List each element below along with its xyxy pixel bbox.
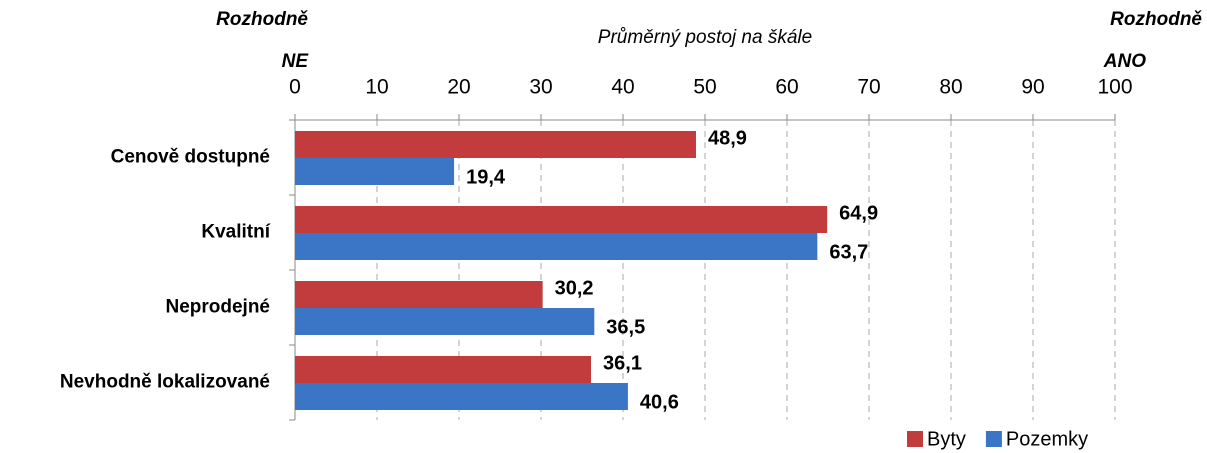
category-label: Nevhodně lokalizované xyxy=(60,372,270,393)
x-tick-label: 40 xyxy=(611,76,634,99)
x-tick-label: 0 xyxy=(289,76,301,99)
value-label: 36,1 xyxy=(603,352,642,374)
x-tick-label: 80 xyxy=(939,76,962,99)
category-label: Neprodejné xyxy=(165,297,270,318)
legend-swatch xyxy=(985,431,1002,447)
bar xyxy=(295,158,455,185)
category-label: Kvalitní xyxy=(201,222,270,243)
left-label: NE xyxy=(282,51,310,72)
x-tick-label: 50 xyxy=(693,76,716,99)
value-label: 48,9 xyxy=(708,127,747,149)
bar xyxy=(295,281,543,308)
right-label: Rozhodně xyxy=(1110,9,1202,30)
bar xyxy=(295,383,628,410)
legend-swatch xyxy=(907,431,923,447)
bar xyxy=(295,356,592,383)
legend-label: Byty xyxy=(927,428,966,450)
value-label: 63,7 xyxy=(829,241,868,263)
value-label: 19,4 xyxy=(466,166,506,188)
x-tick-label: 60 xyxy=(775,76,798,99)
legend-label: Pozemky xyxy=(1006,428,1088,450)
x-axis-label: Průměrný postoj na škále xyxy=(598,27,812,48)
right-label: ANO xyxy=(1103,51,1146,72)
x-tick-label: 90 xyxy=(1021,76,1044,99)
x-tick-label: 20 xyxy=(447,76,470,99)
value-label: 36,5 xyxy=(606,316,645,338)
left-label: Rozhodně xyxy=(216,9,308,30)
category-label: Cenově dostupné xyxy=(111,147,270,168)
value-label: 30,2 xyxy=(555,277,594,299)
bar xyxy=(295,131,696,158)
x-tick-label: 70 xyxy=(857,76,880,99)
bar xyxy=(295,233,818,260)
x-tick-label: 30 xyxy=(529,76,552,99)
bar xyxy=(295,308,595,335)
value-label: 64,9 xyxy=(839,202,878,224)
x-tick-label: 10 xyxy=(365,76,388,99)
bar xyxy=(295,206,828,233)
x-tick-label: 100 xyxy=(1097,76,1132,99)
value-label: 40,6 xyxy=(640,391,679,413)
